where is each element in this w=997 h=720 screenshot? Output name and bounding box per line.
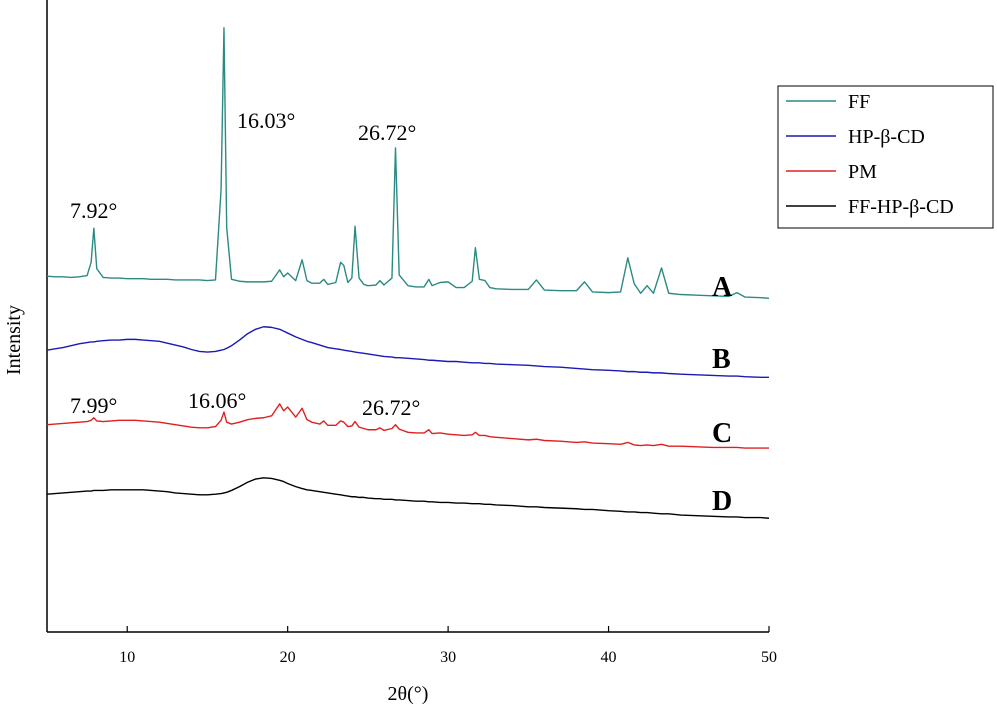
peak-annotation: 26.72° <box>358 120 416 145</box>
series-line <box>46 477 770 519</box>
legend-label: FF <box>848 91 870 113</box>
peak-annotation: 16.03° <box>237 108 295 133</box>
x-tick-label: 30 <box>440 649 456 666</box>
curve-label: B <box>712 344 731 375</box>
peak-annotation: 16.06° <box>188 388 246 413</box>
peak-annotation: 7.92° <box>70 198 117 223</box>
series-line <box>46 27 770 299</box>
series-line <box>46 403 769 449</box>
curve-label: A <box>712 272 733 303</box>
x-tick-label: 10 <box>119 649 135 666</box>
legend-label: FF-HP-β-CD <box>848 196 954 218</box>
x-tick-label: 20 <box>280 649 296 666</box>
curve-label: D <box>712 486 732 517</box>
peak-annotation: 7.99° <box>70 393 117 418</box>
y-axis-label: Intensity <box>3 305 25 375</box>
x-tick-label: 40 <box>601 649 617 666</box>
series-line <box>46 326 769 378</box>
legend-label: HP-β-CD <box>848 126 925 148</box>
legend-label: PM <box>848 161 877 183</box>
curve-label: C <box>712 418 732 449</box>
peak-annotation: 26.72° <box>362 395 420 420</box>
legend-box <box>777 85 994 229</box>
x-tick-label: 50 <box>761 649 777 666</box>
x-axis-label: 2θ(°) <box>388 683 429 705</box>
